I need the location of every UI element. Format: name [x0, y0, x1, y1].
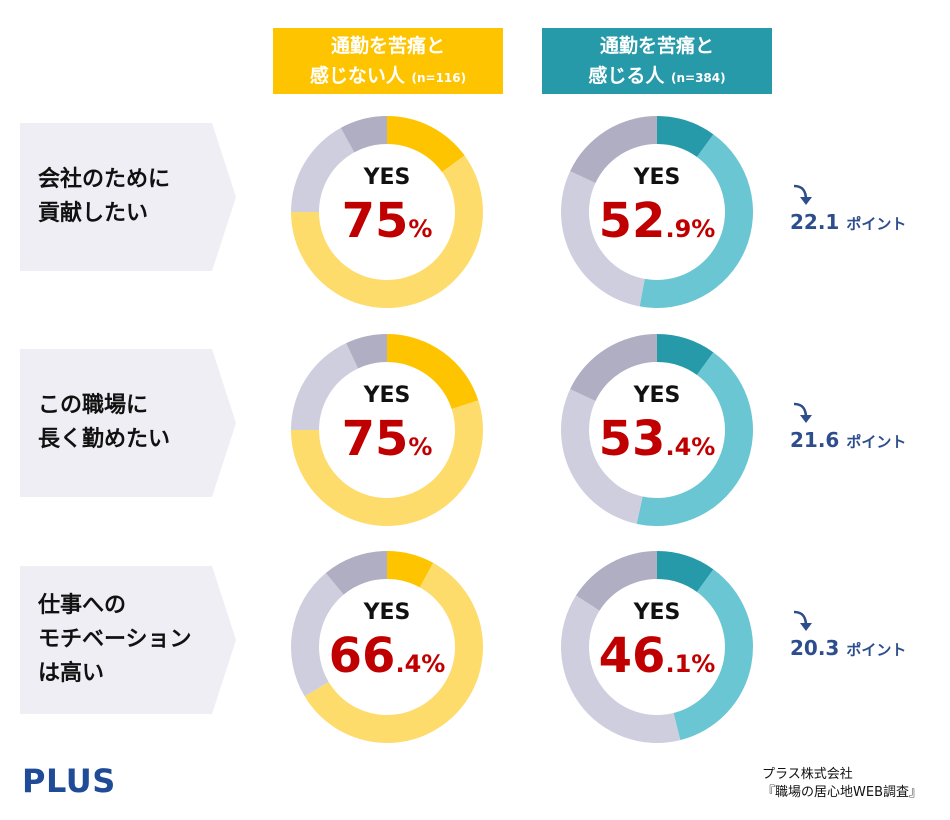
donut-segment-4 [340, 116, 387, 153]
row-label-arrow-shape [20, 349, 236, 497]
yes-percent-dec: .9% [665, 215, 716, 243]
row-label-3-line1: 仕事への [38, 593, 127, 618]
donut-segment-2 [291, 400, 483, 526]
header-painful-line2: 感じる人 [588, 65, 665, 87]
donut-row3-painful-svg [561, 551, 753, 743]
curved-arrow-icon [793, 402, 812, 423]
donut-segment-3 [291, 127, 355, 212]
donut-segment-1 [387, 551, 434, 588]
source-note: プラス株式会社 『職場の居心地WEB調査』 [762, 766, 922, 802]
donut-row1-painful-svg [561, 116, 753, 308]
donut-segment-4 [325, 551, 387, 595]
plus-logo: PLUS [22, 762, 116, 800]
donut-row2-not-painful-svg [291, 334, 483, 526]
row-label-arrow-shape [20, 123, 236, 271]
donut-row3-painful: YES 46.1% [558, 548, 756, 746]
row-label-3-line3: は高い [38, 661, 105, 686]
curved-arrow-icon [793, 610, 812, 631]
yes-percent-dec: % [408, 215, 433, 243]
row-label-2: この職場に 長く勤めたい [20, 349, 238, 497]
header-painful-n: (n=384) [671, 71, 726, 85]
diff-value: 20.3 [790, 636, 840, 660]
donut-segment-3 [561, 171, 645, 307]
donut-segment-2 [304, 562, 483, 743]
donut-row3-not-painful: YES 66.4% [288, 548, 486, 746]
donut-segment-2 [291, 155, 483, 308]
donut-row2-painful-svg [561, 334, 753, 526]
yes-label: YES [363, 600, 411, 625]
yes-label: YES [363, 383, 411, 408]
yes-label: YES [633, 165, 681, 190]
row-label-1-line2: 貢献したい [38, 201, 149, 226]
donut-segment-4 [570, 116, 657, 184]
donut-row3-not-painful-svg [291, 551, 483, 743]
header-painful: 通勤を苦痛と 感じる人 (n=384) [542, 28, 772, 94]
donut-segment-2 [673, 569, 753, 741]
yes-percent-int: 46 [598, 628, 666, 684]
donut-segment-4 [575, 551, 657, 611]
row-label-arrow-shape [20, 566, 236, 714]
row-label-3-line2: モチベーション [38, 627, 192, 652]
diff-unit: ポイント [846, 433, 907, 451]
yes-percent: 75% [288, 193, 486, 257]
yes-percent-int: 75 [341, 411, 409, 467]
donut-segment-1 [657, 116, 714, 157]
donut-segment-2 [636, 352, 753, 526]
yes-percent-int: 53 [598, 411, 666, 467]
donut-segment-4 [570, 334, 657, 402]
yes-label: YES [363, 165, 411, 190]
diff-value: 21.6 [790, 428, 840, 452]
donut-segment-3 [291, 343, 359, 430]
donut-segment-4 [346, 334, 387, 369]
donut-row1-not-painful: YES 75% [288, 113, 486, 311]
diff-unit: ポイント [846, 641, 907, 659]
row-label-2-line1: この職場に [38, 393, 149, 418]
yes-percent-dec: .1% [665, 650, 716, 678]
yes-percent-dec: % [408, 433, 433, 461]
curved-arrow-icon [793, 184, 812, 205]
donut-segment-3 [291, 573, 344, 697]
yes-percent-int: 66 [328, 628, 396, 684]
header-not-painful-line1: 通勤を苦痛と [330, 35, 445, 57]
diff-unit: ポイント [846, 215, 907, 233]
yes-label: YES [633, 600, 681, 625]
row-label-3: 仕事への モチベーション は高い [20, 566, 238, 714]
header-painful-line1: 通勤を苦痛と [599, 35, 714, 57]
yes-percent-dec: .4% [665, 433, 716, 461]
yes-label: YES [633, 383, 681, 408]
donut-segment-1 [387, 116, 465, 173]
row-label-1: 会社のために 貢献したい [20, 123, 238, 271]
donut-segment-1 [657, 551, 714, 592]
diff-value: 22.1 [790, 210, 840, 234]
header-not-painful-n: (n=116) [411, 71, 467, 85]
donut-row1-not-painful-svg [291, 116, 483, 308]
yes-percent-dec: .4% [395, 650, 446, 678]
yes-percent-int: 52 [598, 193, 666, 249]
yes-percent: 52.9% [558, 193, 756, 257]
row-label-1-line1: 会社のために [38, 167, 171, 192]
donut-segment-2 [639, 134, 753, 308]
yes-percent: 75% [288, 411, 486, 475]
yes-percent: 53.4% [558, 411, 756, 475]
donut-row2-not-painful: YES 75% [288, 331, 486, 529]
donut-segment-3 [561, 595, 681, 743]
donut-row1-painful: YES 52.9% [558, 113, 756, 311]
yes-percent-int: 75 [341, 193, 409, 249]
donut-segment-1 [387, 334, 479, 409]
donut-segment-3 [561, 389, 643, 524]
yes-percent: 66.4% [288, 628, 486, 692]
source-survey: 『職場の居心地WEB調査』 [762, 785, 922, 800]
yes-percent: 46.1% [558, 628, 756, 692]
source-company: プラス株式会社 [762, 767, 853, 782]
row-label-2-line2: 長く勤めたい [38, 427, 171, 452]
header-not-painful: 通勤を苦痛と 感じない人 (n=116) [273, 28, 503, 94]
donut-segment-1 [657, 334, 714, 375]
header-not-painful-line2: 感じない人 [309, 65, 405, 87]
donut-row2-painful: YES 53.4% [558, 331, 756, 529]
